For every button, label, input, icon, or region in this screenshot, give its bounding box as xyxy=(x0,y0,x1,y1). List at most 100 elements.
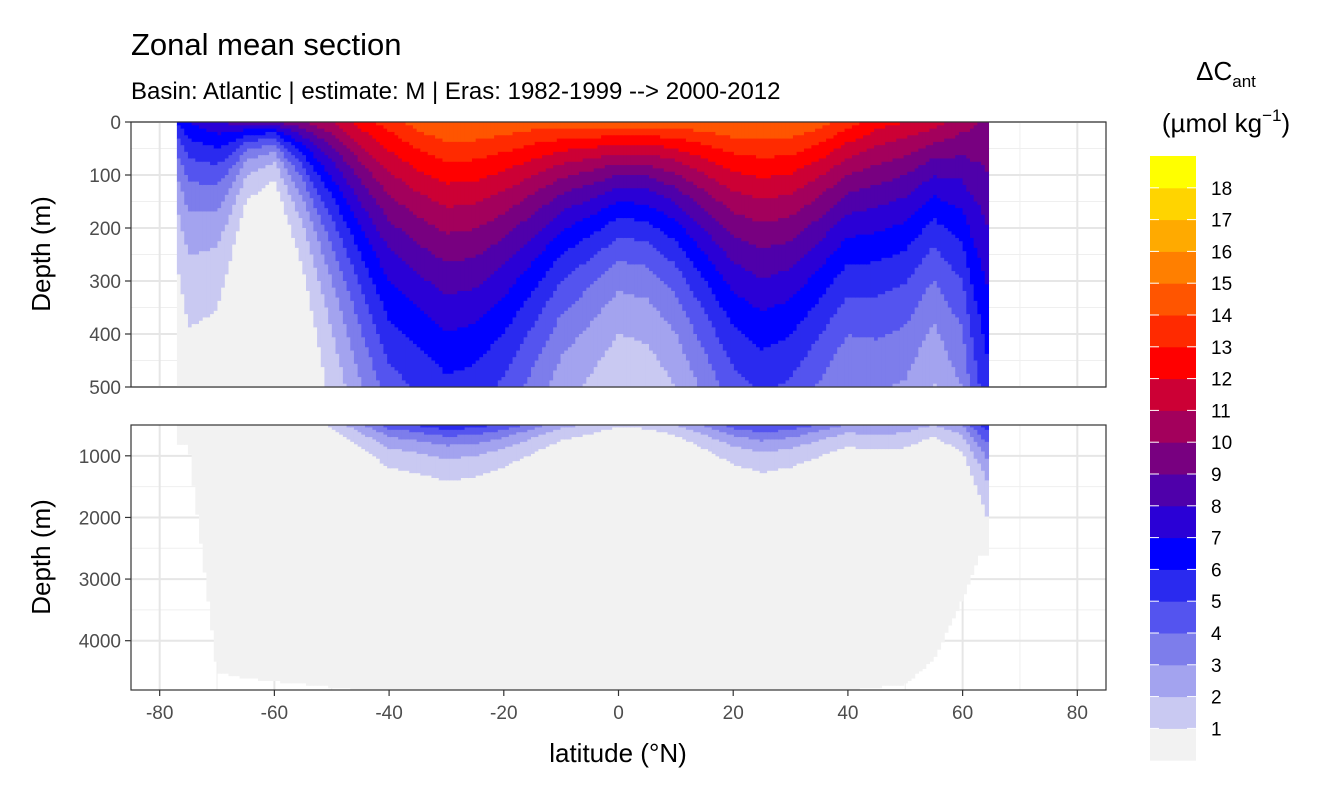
field-cell xyxy=(925,427,931,441)
field-cell xyxy=(401,261,407,295)
field-cell xyxy=(874,184,879,209)
field-cell xyxy=(457,261,462,292)
field-cell xyxy=(468,425,473,429)
field-cell xyxy=(339,128,344,143)
field-cell xyxy=(199,184,204,213)
field-cell xyxy=(619,261,624,292)
field-cell xyxy=(623,425,628,429)
field-cell xyxy=(335,432,340,689)
field-cell xyxy=(608,155,613,166)
field-cell xyxy=(228,168,233,189)
field-cell xyxy=(612,155,617,166)
field-cell xyxy=(837,201,842,222)
field-cell xyxy=(553,237,558,262)
field-cell xyxy=(560,439,565,690)
field-cell xyxy=(597,432,602,690)
field-cell xyxy=(435,122,440,140)
field-cell xyxy=(246,148,252,160)
field-cell xyxy=(586,261,591,289)
field-cell xyxy=(191,254,196,325)
legend-swatch xyxy=(1150,664,1196,698)
field-cell xyxy=(365,304,370,348)
field-cell xyxy=(313,231,318,269)
field-cell xyxy=(556,234,562,259)
field-cell xyxy=(372,284,377,325)
field-cell xyxy=(232,244,237,387)
field-cell xyxy=(383,353,388,387)
field-cell xyxy=(571,175,576,189)
field-cell xyxy=(918,165,923,186)
field-cell xyxy=(302,155,307,169)
field-cell xyxy=(479,434,484,443)
field-cell xyxy=(711,241,717,266)
field-cell xyxy=(685,429,691,443)
field-cell xyxy=(966,131,971,160)
field-cell xyxy=(586,425,591,436)
field-cell xyxy=(379,300,385,345)
field-cell xyxy=(656,194,661,213)
field-cell xyxy=(704,427,709,436)
field-cell xyxy=(486,441,492,453)
field-cell xyxy=(582,128,587,140)
field-cell xyxy=(637,155,643,166)
field-cell xyxy=(505,234,510,262)
field-cell xyxy=(800,151,805,169)
field-cell xyxy=(538,208,543,232)
field-cell xyxy=(818,429,824,441)
legend-units: (µmol kg−1) xyxy=(1162,106,1290,138)
field-cell xyxy=(674,148,680,163)
legend-swatch xyxy=(1150,569,1196,602)
field-cell xyxy=(368,122,373,136)
field-cell xyxy=(269,181,274,387)
field-cell xyxy=(339,310,344,368)
field-cell xyxy=(578,437,584,690)
field-cell xyxy=(501,214,506,239)
field-cell xyxy=(531,453,536,690)
field-cell xyxy=(637,425,643,429)
field-cell xyxy=(516,444,521,462)
field-cell xyxy=(833,148,838,166)
field-cell xyxy=(280,138,285,146)
field-cell xyxy=(803,122,809,133)
field-cell xyxy=(508,122,514,136)
field-cell xyxy=(881,161,886,183)
field-cell xyxy=(453,444,458,460)
field-cell xyxy=(645,128,650,136)
field-cell xyxy=(619,201,624,219)
field-cell xyxy=(741,241,746,269)
field-cell xyxy=(376,161,381,183)
field-cell xyxy=(564,439,569,690)
field-cell xyxy=(663,171,669,186)
field-cell xyxy=(874,425,879,436)
field-cell xyxy=(837,165,842,183)
field-cell xyxy=(519,181,525,203)
field-cell xyxy=(700,228,705,252)
field-cell xyxy=(560,254,565,282)
field-cell xyxy=(460,122,466,143)
field-cell xyxy=(833,184,838,206)
field-cell xyxy=(726,317,731,358)
field-cell xyxy=(756,178,761,199)
field-cell xyxy=(291,155,296,166)
field-cell xyxy=(424,441,429,455)
field-cell xyxy=(774,432,779,441)
field-cell xyxy=(468,161,473,183)
field-cell xyxy=(626,122,632,130)
field-cell xyxy=(885,425,890,436)
field-cell xyxy=(412,425,418,433)
field-cell xyxy=(590,214,595,236)
field-cell xyxy=(331,198,337,222)
field-cell xyxy=(508,135,514,153)
field-cell xyxy=(438,158,444,183)
field-cell xyxy=(387,425,392,431)
field-cell xyxy=(807,122,812,133)
field-cell xyxy=(936,334,942,387)
field-cell xyxy=(914,357,919,387)
field-cell xyxy=(464,122,469,143)
field-cell xyxy=(881,231,886,259)
field-cell xyxy=(427,224,433,252)
field-cell xyxy=(239,125,244,133)
field-cell xyxy=(626,188,632,203)
field-cell xyxy=(660,425,665,433)
field-cell xyxy=(781,468,787,690)
